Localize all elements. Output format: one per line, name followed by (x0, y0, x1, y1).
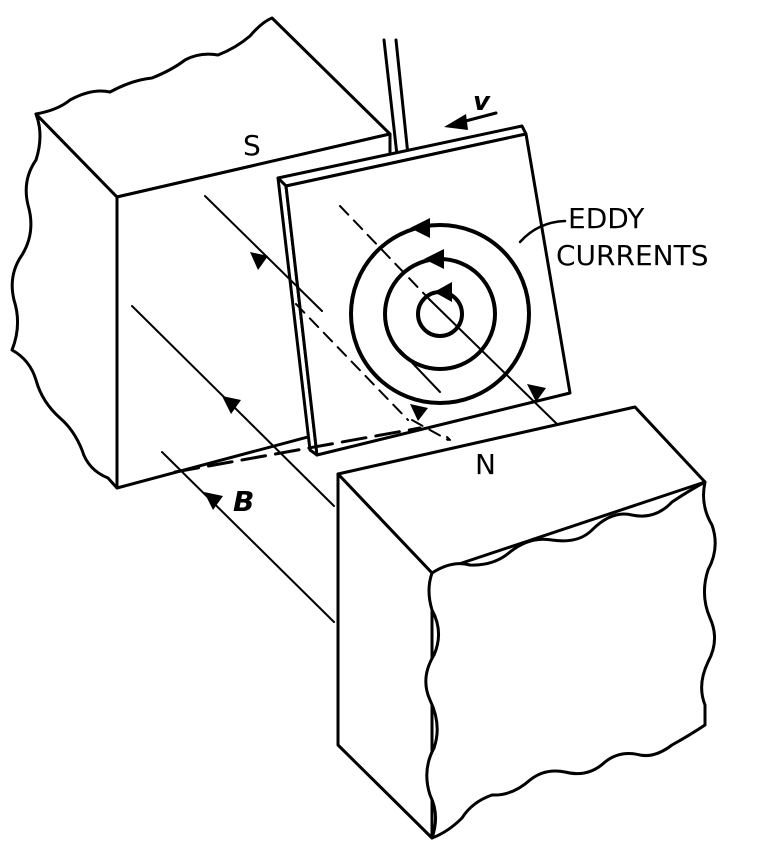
current-arrowhead-icon (434, 282, 452, 302)
field-line (161, 451, 335, 623)
eddy-currents-label-line2: CURRENTS (556, 239, 708, 272)
north-magnet-front-face (424, 480, 717, 840)
current-arrowhead-icon (410, 218, 430, 238)
field-arrowhead-icon (204, 492, 223, 510)
field-label: B (233, 485, 254, 518)
field-line (399, 349, 441, 393)
eddy-current-arrowheads (410, 218, 452, 302)
field-line-dashed (295, 303, 409, 421)
field-line (446, 436, 451, 441)
eddy-loop-outer (349, 223, 531, 405)
south-magnet-side-face (10, 112, 119, 490)
current-arrowhead-icon (424, 249, 444, 269)
field-line (429, 299, 559, 426)
velocity-arrow (444, 111, 498, 130)
field-arrowhead-icon (410, 404, 428, 421)
south-pole-label: S (243, 129, 261, 162)
north-pole-magnet (336, 405, 717, 840)
field-arrowhead-icon (222, 396, 241, 414)
field-arrowhead-icon (250, 252, 268, 270)
gap-edge-dashed (173, 426, 422, 474)
field-arrowheads (204, 252, 546, 510)
velocity-arrowhead-icon (444, 114, 468, 130)
velocity-label: v (473, 87, 491, 117)
magnetic-field-lines (131, 195, 559, 623)
field-line (204, 195, 323, 312)
field-line (411, 419, 449, 441)
eddy-label-leader (518, 219, 567, 244)
pendulum-rod (382, 38, 410, 157)
field-arrowhead-icon (527, 384, 546, 402)
eddy-currents-label-line1: EDDY (568, 202, 645, 235)
south-magnet-top-face (34, 16, 392, 199)
field-line-dashed (339, 205, 431, 301)
north-pole-label: N (475, 448, 496, 481)
